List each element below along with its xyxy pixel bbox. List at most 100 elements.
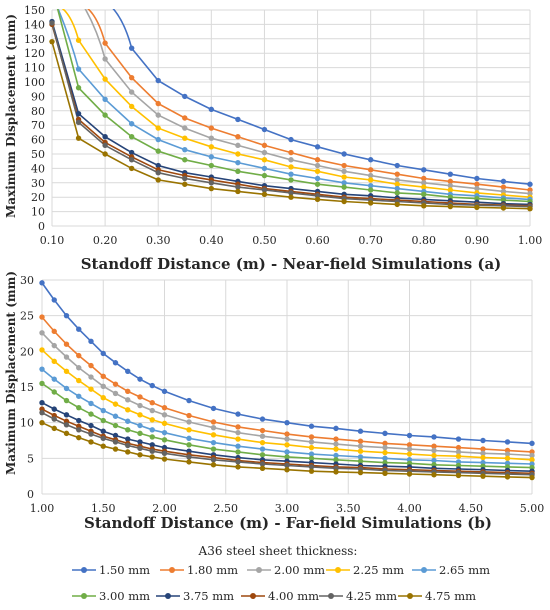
data-point <box>161 412 168 418</box>
data-point <box>182 93 188 100</box>
data-point <box>421 203 427 209</box>
data-point <box>63 412 70 418</box>
y-tick-label: 10 <box>20 417 34 430</box>
data-point <box>341 162 347 169</box>
data-point <box>341 174 347 180</box>
data-point <box>314 157 321 163</box>
data-point <box>155 148 161 154</box>
data-point <box>235 459 241 465</box>
data-point <box>137 412 143 418</box>
legend-swatch-marker <box>421 567 427 573</box>
legend-swatch-marker <box>407 593 413 599</box>
data-point <box>382 430 388 437</box>
data-point <box>210 457 217 463</box>
y-tick-label: 30 <box>20 274 34 287</box>
x-tick-label: 0.80 <box>412 234 437 247</box>
data-point <box>112 422 119 429</box>
data-point <box>235 134 241 140</box>
data-point <box>308 444 315 451</box>
data-point <box>394 185 400 192</box>
data-point <box>406 451 413 457</box>
y-tick-label: 30 <box>31 177 45 190</box>
data-point <box>186 419 192 425</box>
data-point <box>447 182 454 189</box>
data-point <box>259 416 266 422</box>
data-point <box>128 45 135 51</box>
legend-label: 2.00 mm <box>274 563 325 577</box>
data-point <box>431 472 437 478</box>
data-point <box>149 427 155 433</box>
data-point <box>76 352 82 359</box>
data-point <box>112 439 119 445</box>
y-tick-label: 40 <box>31 162 45 175</box>
data-point <box>149 442 155 448</box>
y-tick-label: 120 <box>24 47 45 60</box>
data-point <box>100 435 106 442</box>
data-point <box>39 380 45 387</box>
data-point <box>186 397 192 404</box>
data-point <box>333 436 339 442</box>
data-point <box>314 162 321 169</box>
data-point <box>382 449 388 456</box>
data-point <box>63 385 70 392</box>
legend-swatch-marker <box>250 593 256 599</box>
data-point <box>341 198 347 205</box>
data-point <box>100 373 106 379</box>
data-point <box>259 446 266 452</box>
data-point <box>261 165 268 172</box>
data-point <box>149 407 155 414</box>
legend-item: 1.50 mm <box>72 563 150 577</box>
data-point <box>76 377 82 384</box>
x-tick-label: 5.00 <box>520 502 545 515</box>
data-point <box>210 439 217 446</box>
data-point <box>76 434 82 441</box>
data-point <box>102 56 108 62</box>
x-tick-label: 1.00 <box>518 234 543 247</box>
data-point <box>39 314 45 320</box>
legend-item: 2.00 mm <box>247 563 325 577</box>
series-line <box>112 9 531 185</box>
data-point <box>100 350 106 357</box>
data-point <box>382 470 388 477</box>
data-point <box>161 450 168 457</box>
data-point <box>210 419 217 425</box>
data-point <box>284 454 290 460</box>
data-point <box>161 404 168 411</box>
data-point <box>155 136 161 143</box>
data-point <box>155 77 161 84</box>
data-point <box>51 425 57 432</box>
data-point <box>455 449 462 455</box>
data-point <box>161 456 168 462</box>
data-point <box>125 436 131 442</box>
data-point <box>155 177 161 183</box>
data-point <box>259 461 266 467</box>
data-point <box>333 452 339 459</box>
y-tick-label: 140 <box>24 18 45 31</box>
data-point <box>500 178 507 185</box>
data-point <box>288 157 294 163</box>
data-point <box>100 443 106 449</box>
data-point <box>39 366 45 372</box>
data-point <box>235 443 241 449</box>
data-point <box>102 142 108 149</box>
data-point <box>527 181 533 187</box>
data-point <box>474 181 480 187</box>
data-point <box>235 464 241 470</box>
data-point <box>76 326 82 332</box>
x-tick-label: 0.70 <box>358 234 383 247</box>
data-point <box>288 190 294 196</box>
data-point <box>75 37 82 43</box>
data-point <box>76 404 82 411</box>
data-point <box>128 165 135 172</box>
data-point <box>333 441 339 447</box>
data-point <box>314 196 321 203</box>
data-point <box>357 448 364 454</box>
data-point <box>333 446 339 452</box>
data-point <box>137 394 143 400</box>
legend-item: 2.25 mm <box>326 563 404 577</box>
data-point <box>112 360 119 366</box>
legend-label: 4.75 mm <box>425 589 476 603</box>
data-point <box>88 374 94 380</box>
data-point <box>382 455 388 462</box>
